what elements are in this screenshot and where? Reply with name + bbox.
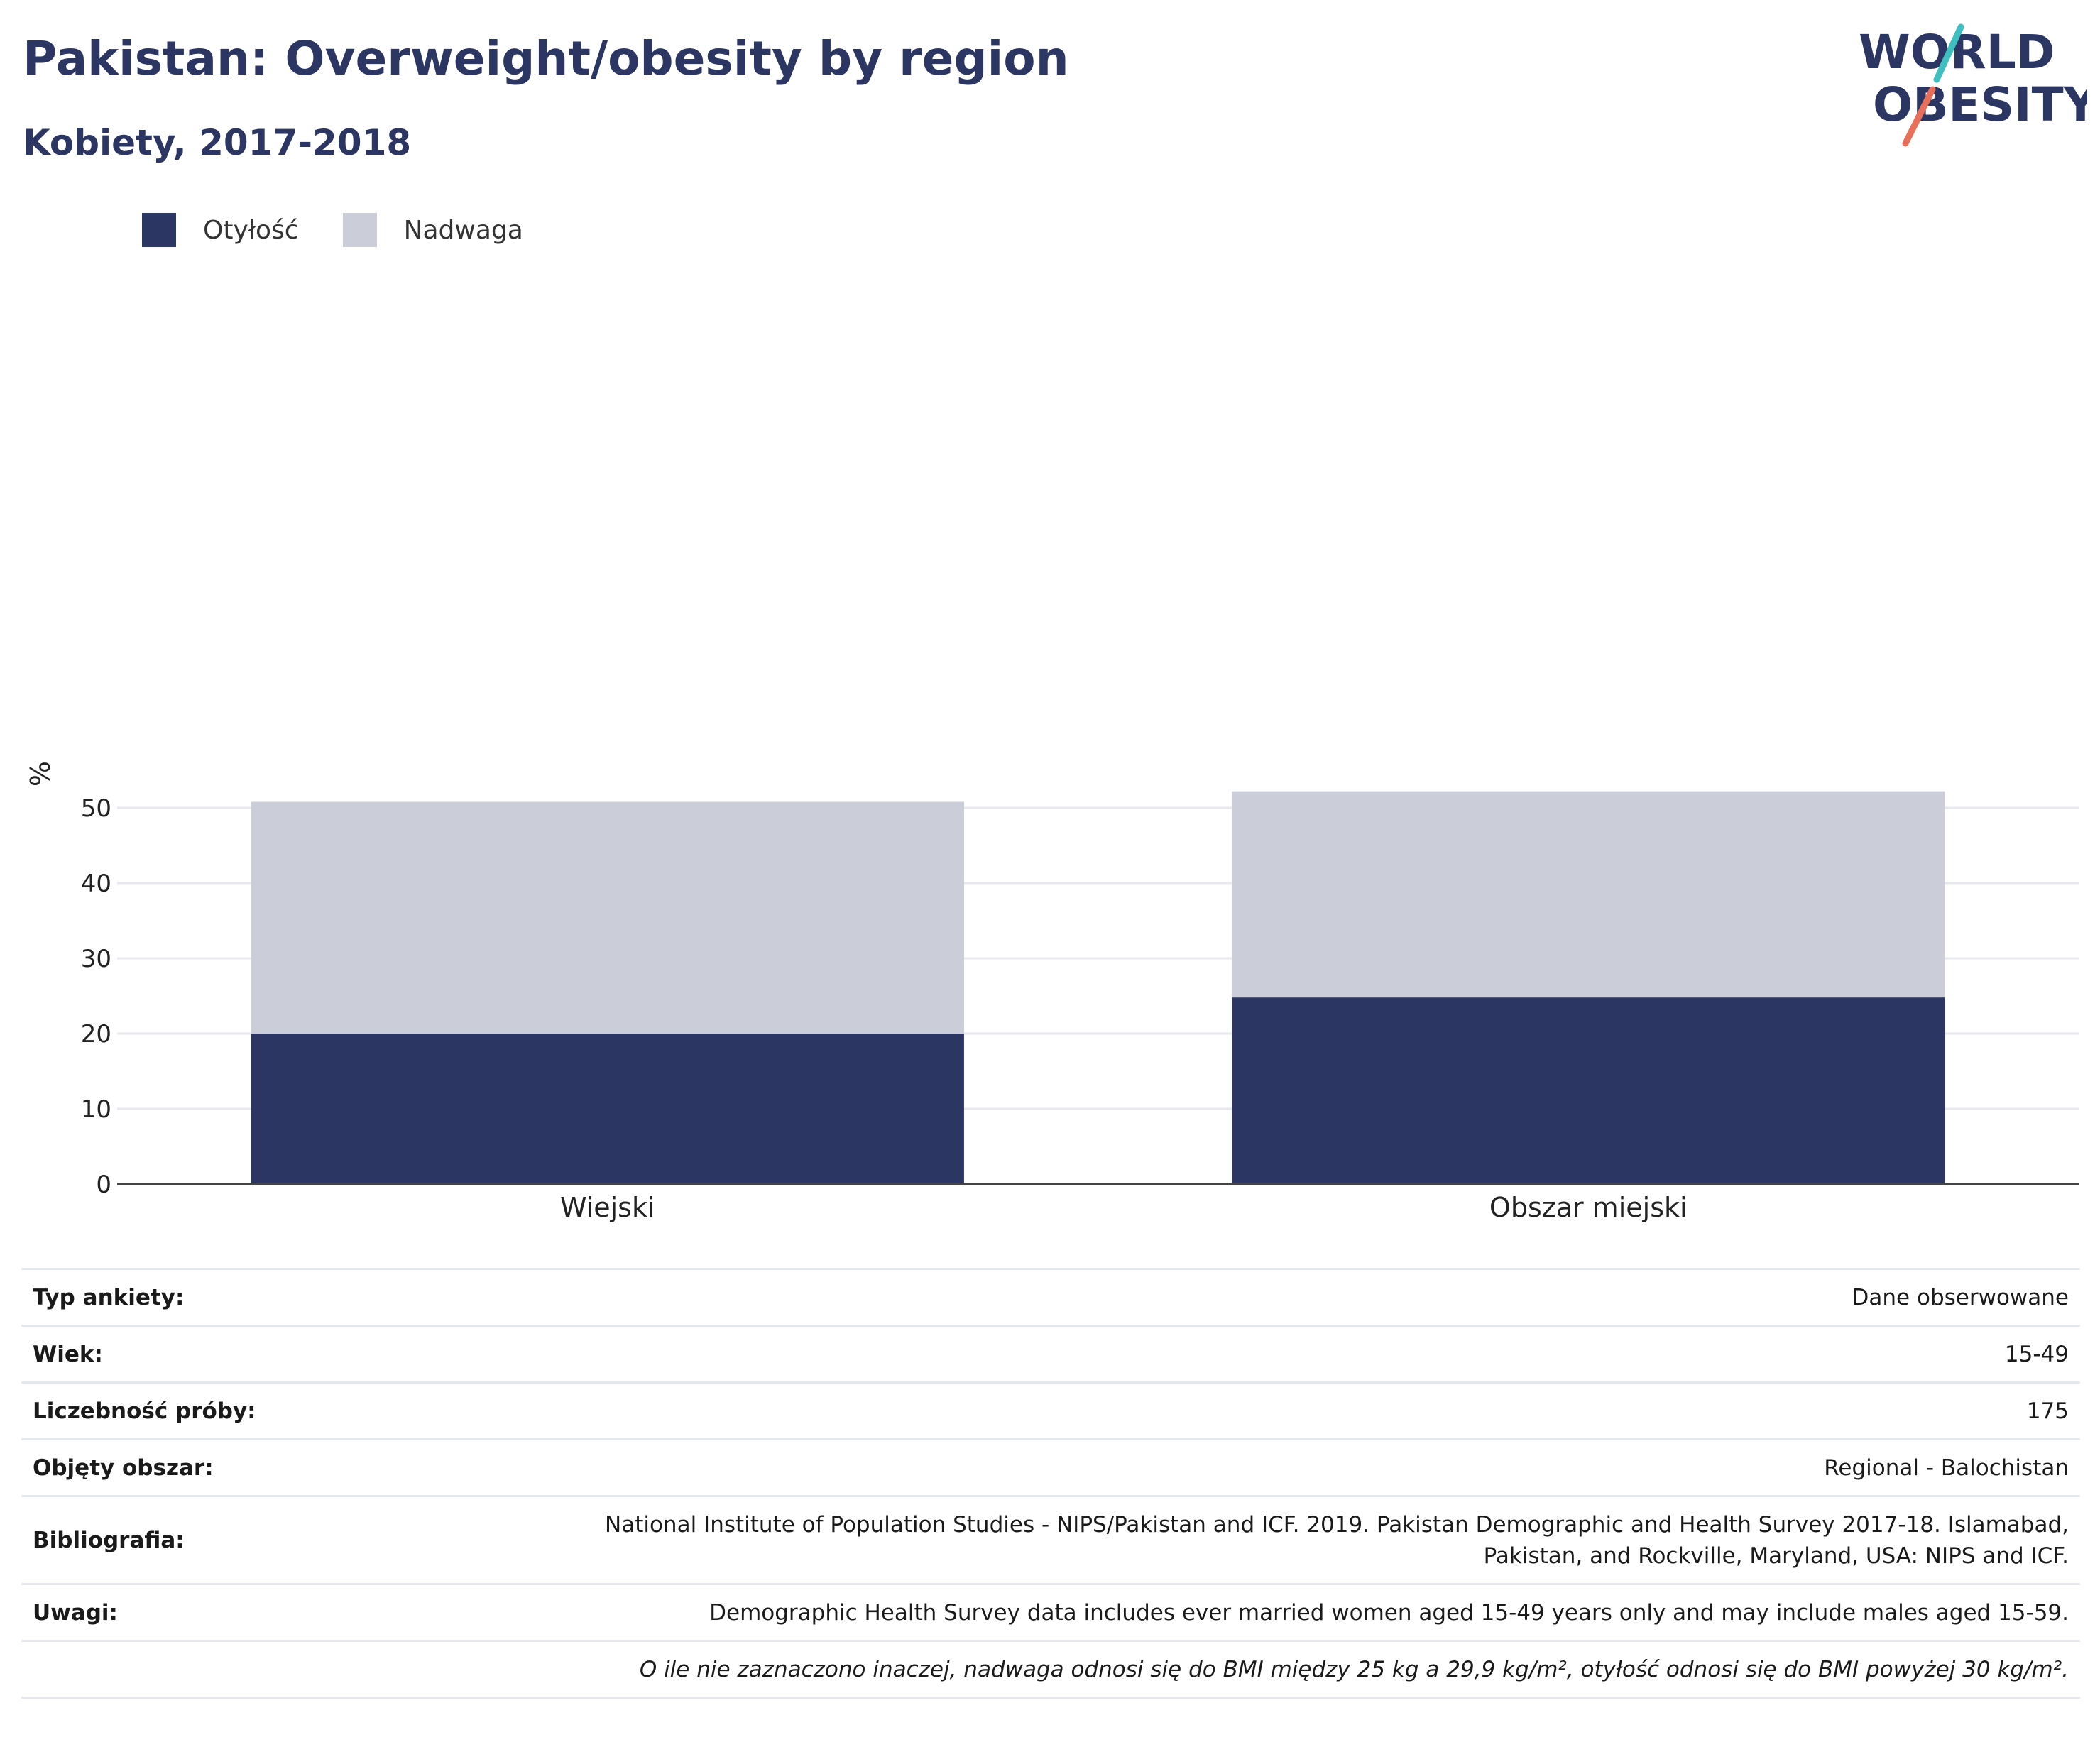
chart-legend: Otyłość Nadwaga xyxy=(142,210,567,250)
info-row-bibliography: Bibliografia: National Institute of Popu… xyxy=(21,1495,2080,1584)
info-label-bibliography: Bibliografia: xyxy=(21,1495,541,1584)
x-category-label-0: Wiejski xyxy=(560,1192,655,1223)
info-value-notes: Demographic Health Survey data includes … xyxy=(541,1583,2080,1641)
stacked-bar-chart: 0 10 20 30 40 50% Wiejski Obszar miejski xyxy=(25,761,2079,1223)
info-label-notes: Uwagi: xyxy=(21,1583,541,1641)
info-value-sample-size: 175 xyxy=(541,1381,2080,1440)
info-row-survey-type: Typ ankiety: Dane obserwowane xyxy=(21,1268,2080,1326)
info-row-footnote: O ile nie zaznaczono inaczej, nadwaga od… xyxy=(21,1640,2080,1699)
y-tick-label-0: 0 xyxy=(96,1171,111,1199)
y-tick-label-30: 30 xyxy=(81,945,111,973)
y-tick-label-10: 10 xyxy=(81,1095,111,1124)
legend-item-overweight[interactable]: Nadwaga xyxy=(342,213,523,247)
info-label-sample-size: Liczebność próby: xyxy=(21,1381,541,1440)
world-obesity-logo: WORLD OBESITY xyxy=(1859,23,2087,147)
info-label-survey-type: Typ ankiety: xyxy=(21,1268,541,1326)
bar-obesity-1 xyxy=(1232,997,1945,1184)
info-footnote: O ile nie zaznaczono inaczej, nadwaga od… xyxy=(21,1640,2080,1699)
x-category-label-1: Obszar miejski xyxy=(1489,1192,1688,1223)
bar-overweight-1 xyxy=(1232,791,1945,998)
legend-swatch-obesity xyxy=(142,213,176,247)
legend-swatch-overweight xyxy=(342,213,377,247)
info-row-age: Wiek: 15-49 xyxy=(21,1325,2080,1383)
logo-slash-upper xyxy=(1933,23,1964,83)
info-value-bibliography: National Institute of Population Studies… xyxy=(541,1495,2080,1584)
y-tick-label-20: 20 xyxy=(81,1020,111,1048)
info-value-survey-type: Dane obserwowane xyxy=(541,1268,2080,1326)
legend-item-obesity[interactable]: Otyłość xyxy=(142,213,299,247)
logo-text-obesity: OBESITY xyxy=(1873,77,2087,132)
bar-obesity-0 xyxy=(251,1034,964,1184)
legend-label-obesity: Otyłość xyxy=(203,215,299,245)
bar-overweight-0 xyxy=(251,801,964,1034)
logo-slash-lower xyxy=(1902,86,1936,147)
chart-title: Pakistan: Overweight/obesity by region xyxy=(23,31,1069,86)
info-label-age: Wiek: xyxy=(21,1325,541,1383)
y-tick-label-40: 40 xyxy=(81,870,111,898)
info-row-notes: Uwagi: Demographic Health Survey data in… xyxy=(21,1583,2080,1641)
info-value-area: Regional - Balochistan xyxy=(541,1438,2080,1496)
info-label-area: Objęty obszar: xyxy=(21,1438,541,1496)
info-row-sample-size: Liczebność próby: 175 xyxy=(21,1381,2080,1440)
y-axis-title: % xyxy=(25,761,56,787)
bibliography-line-1: National Institute of Population Studies… xyxy=(605,1511,2069,1538)
survey-info-table: Typ ankiety: Dane obserwowane Wiek: 15-4… xyxy=(21,1268,2080,1699)
y-tick-label-50: 50 xyxy=(81,794,111,823)
bibliography-line-2: Pakistan, and Rockville, Maryland, USA: … xyxy=(1483,1543,2069,1569)
info-row-area: Objęty obszar: Regional - Balochistan xyxy=(21,1438,2080,1496)
info-value-age: 15-49 xyxy=(541,1325,2080,1383)
legend-label-overweight: Nadwaga xyxy=(403,215,523,245)
chart-subtitle: Kobiety, 2017-2018 xyxy=(23,122,412,163)
